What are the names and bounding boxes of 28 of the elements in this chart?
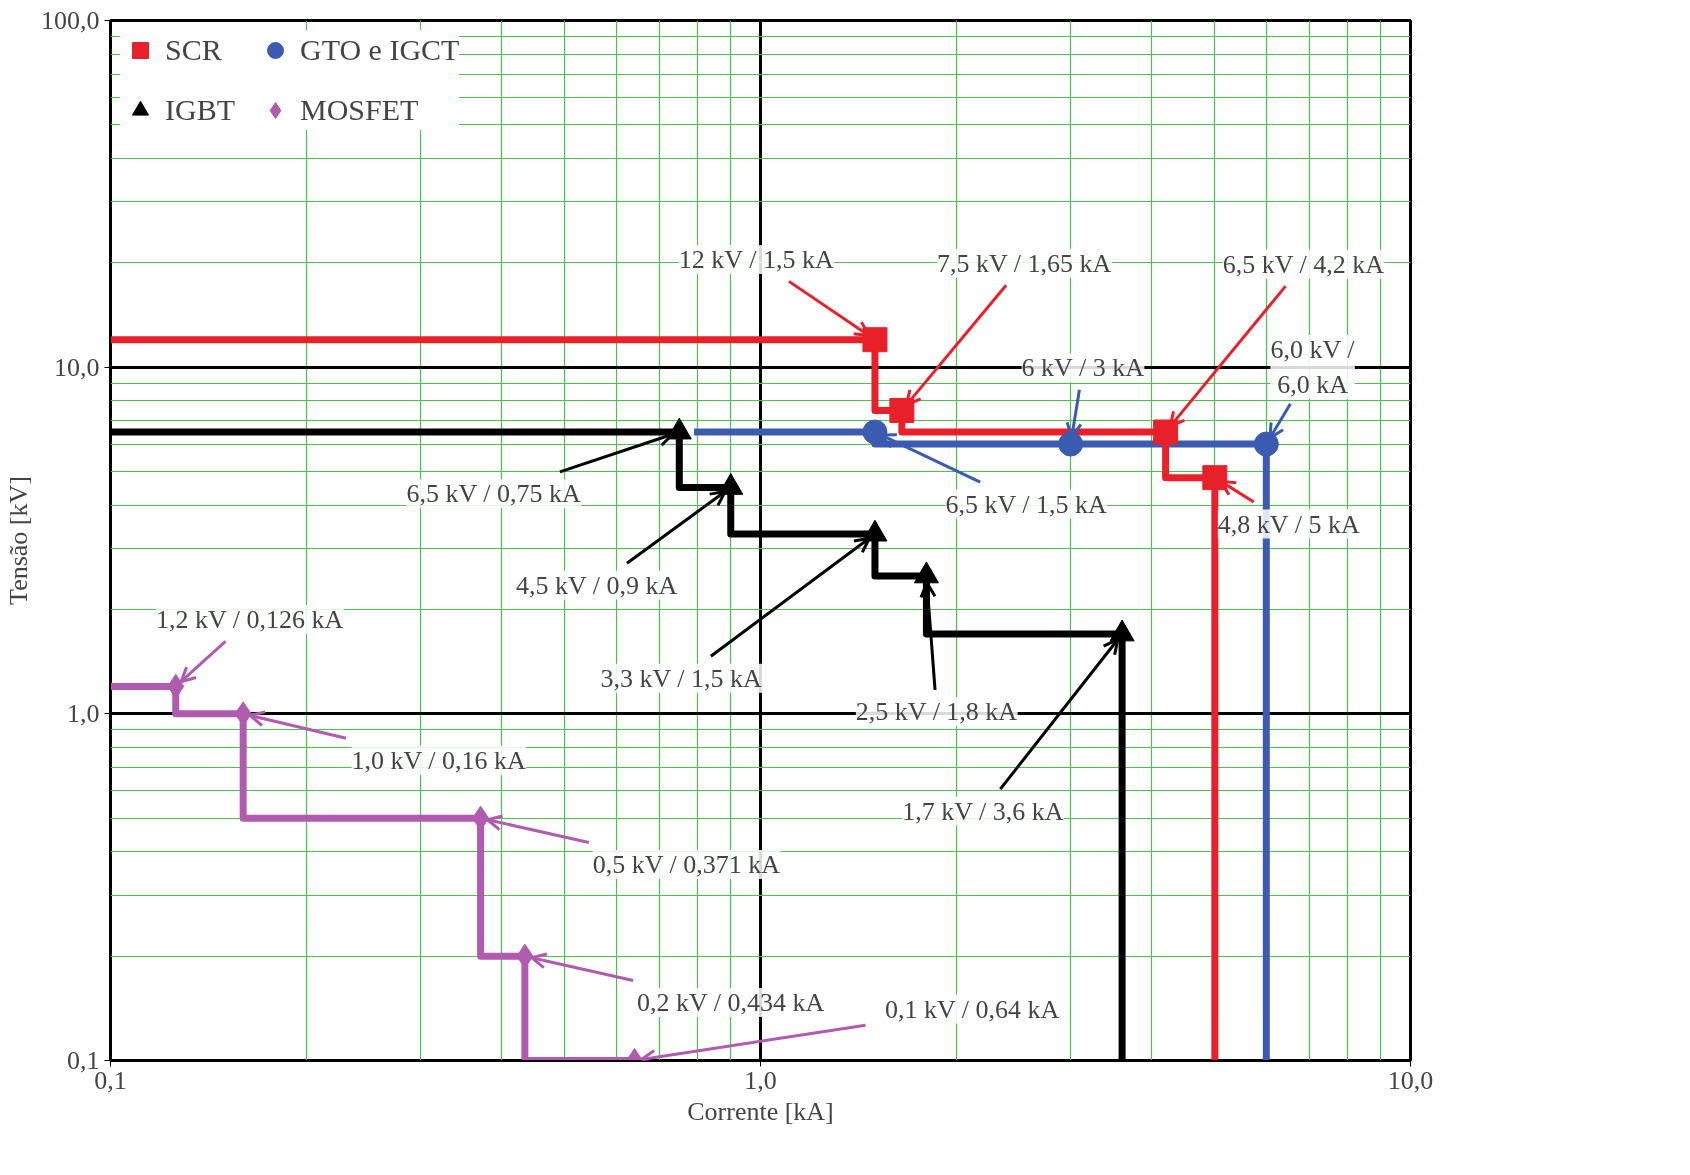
annotation: 6,5 kV / 1,5 kA <box>945 489 1108 519</box>
annotation: 6,5 kV / 4,2 kA <box>1222 249 1385 279</box>
annotation: 0,2 kV / 0,434 kA <box>636 987 825 1017</box>
annotation: 4,8 kV / 5 kA <box>1217 509 1360 539</box>
annotation: 0,1 kV / 0,64 kA <box>884 994 1060 1024</box>
y-tick-label: 100,0 <box>41 6 100 35</box>
annotation: 1,0 kV / 0,16 kA <box>351 745 527 775</box>
annotation: 7,5 kV / 1,65 kA <box>937 248 1112 278</box>
legend-label: SCR <box>165 33 222 67</box>
annotation: 6 kV / 3 kA <box>1021 353 1145 383</box>
legend-label: IGBT <box>165 93 235 127</box>
annotation: 4,5 kV / 0,9 kA <box>515 570 678 600</box>
x-tick-label: 10,0 <box>1387 1065 1434 1095</box>
x-axis-title: Corrente [kA] <box>687 1096 834 1126</box>
legend-label: MOSFET <box>300 93 419 127</box>
x-tick-label: 1,0 <box>744 1065 777 1095</box>
annotation: 12 kV / 1,5 kA <box>678 244 834 274</box>
y-tick-label: 1,0 <box>67 699 100 729</box>
y-tick-label: 10,0 <box>54 352 100 382</box>
legend-label: GTO e IGCT <box>300 33 460 67</box>
annotation: 1,2 kV / 0,126 kA <box>156 604 344 634</box>
y-axis-title: Tensão [kV] <box>4 476 33 605</box>
annotation: 6,5 kV / 0,75 kA <box>406 479 582 509</box>
annotation: 2,5 kV / 1,8 kA <box>855 697 1018 727</box>
annotation: 0,5 kV / 0,371 kA <box>592 850 781 880</box>
annotation: 1,7 kV / 3,6 kA <box>902 796 1064 826</box>
annotation: 3,3 kV / 1,5 kA <box>600 663 762 693</box>
annotation: 6,0 kV / 6,0 kA <box>1270 334 1356 399</box>
